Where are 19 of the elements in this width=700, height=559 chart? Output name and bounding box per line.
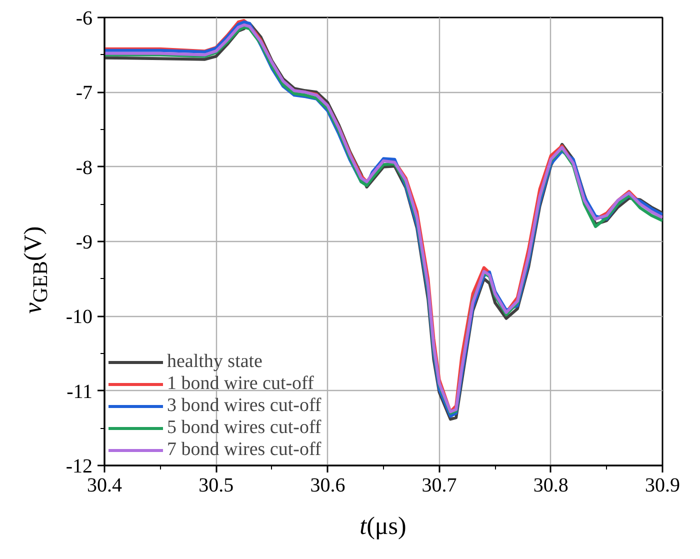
x-axis-title: t(μs) bbox=[358, 512, 408, 542]
y-tick-label: -10 bbox=[66, 306, 93, 328]
x-tick-label: 30.5 bbox=[198, 474, 234, 496]
legend-label: 3 bond wires cut-off bbox=[167, 395, 322, 417]
y-tick-label: -9 bbox=[76, 232, 93, 254]
legend-label: 7 bond wires cut-off bbox=[167, 439, 322, 461]
legend-label: 1 bond wire cut-off bbox=[167, 373, 314, 395]
legend-label: 5 bond wires cut-off bbox=[167, 417, 322, 439]
y-tick-label: -8 bbox=[76, 156, 93, 179]
y-tick-label: -7 bbox=[76, 82, 93, 104]
y-tick-label: -12 bbox=[66, 456, 93, 478]
y-tick-label: -6 bbox=[76, 8, 93, 30]
x-tick-label: 30.8 bbox=[533, 474, 568, 496]
x-tick-label: 30.4 bbox=[87, 474, 122, 496]
legend-label: healthy state bbox=[167, 351, 262, 373]
x-tick-label: 30.6 bbox=[310, 474, 346, 496]
x-tick-label: 30.7 bbox=[422, 474, 457, 496]
y-tick-label: -11 bbox=[66, 380, 93, 403]
x-tick-label: 30.9 bbox=[645, 474, 680, 496]
